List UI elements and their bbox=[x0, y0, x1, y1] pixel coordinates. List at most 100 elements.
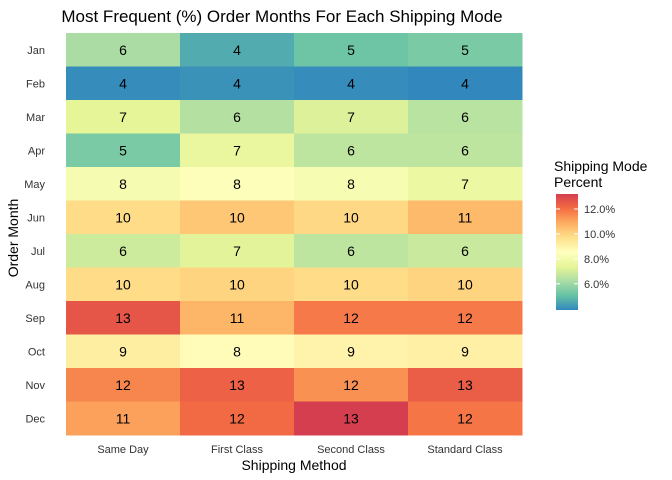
heatmap-cell bbox=[180, 133, 295, 168]
cell-value-label: 7 bbox=[119, 109, 127, 125]
heatmap-cell bbox=[294, 234, 409, 268]
heatmap-cell bbox=[180, 267, 295, 302]
heatmap-cell bbox=[180, 401, 295, 436]
y-tick-label: Jul bbox=[31, 246, 45, 258]
heatmap-cell bbox=[180, 234, 295, 268]
heatmap-cell bbox=[408, 167, 523, 201]
heatmap-cell bbox=[408, 133, 523, 168]
heatmap-cell bbox=[408, 267, 523, 302]
legend-tick-label: 12.0% bbox=[584, 204, 615, 216]
heatmap-cell bbox=[66, 301, 181, 335]
cell-value-label: 9 bbox=[461, 343, 469, 359]
legend-title-line-2: Percent bbox=[554, 174, 602, 190]
cell-value-label: 4 bbox=[233, 42, 241, 58]
heatmap-cell bbox=[180, 66, 295, 101]
x-axis-title: Shipping Method bbox=[241, 457, 346, 473]
heatmap-cell bbox=[294, 368, 409, 402]
heatmap-cell bbox=[408, 33, 523, 67]
heatmap-cell bbox=[408, 200, 523, 235]
cell-value-label: 4 bbox=[119, 75, 127, 91]
cell-value-label: 12 bbox=[343, 377, 359, 393]
heatmap-cell bbox=[294, 401, 409, 436]
y-tick-label: Nov bbox=[25, 380, 45, 392]
chart-title: Most Frequent (%) Order Months For Each … bbox=[61, 7, 502, 26]
cell-value-label: 4 bbox=[233, 75, 241, 91]
y-tick-label: Aug bbox=[25, 279, 45, 291]
heatmap-cell bbox=[180, 200, 295, 235]
y-axis-ticks: Jan Feb Mar Apr May Jun Jul Aug Sep Oct Nov Dec bbox=[24, 45, 45, 426]
cell-value-label: 9 bbox=[347, 343, 355, 359]
heatmap-cell bbox=[408, 401, 523, 436]
cell-value-label: 6 bbox=[347, 142, 355, 158]
heatmap-cell bbox=[180, 167, 295, 201]
heatmap-cell bbox=[294, 66, 409, 101]
heatmap-cell bbox=[408, 368, 523, 402]
cell-value-label: 7 bbox=[233, 142, 241, 158]
cell-value-label: 4 bbox=[347, 75, 355, 91]
cell-value-label: 4 bbox=[461, 75, 469, 91]
heatmap-cell bbox=[180, 368, 295, 402]
heatmap-cell bbox=[294, 200, 409, 235]
legend-title-line-1: Shipping Mode bbox=[554, 158, 648, 174]
y-tick-label: Sep bbox=[25, 313, 45, 325]
heatmap-cell bbox=[294, 334, 409, 369]
heatmap-cell bbox=[180, 301, 295, 335]
y-tick-label: Dec bbox=[25, 413, 45, 425]
cell-value-label: 10 bbox=[115, 209, 131, 225]
cell-value-label: 11 bbox=[458, 209, 473, 225]
legend-tick-label: 6.0% bbox=[584, 279, 609, 291]
x-tick-label: Standard Class bbox=[427, 444, 503, 456]
heatmap-cell bbox=[408, 301, 523, 335]
cell-value-label: 13 bbox=[457, 377, 473, 393]
heatmap-cell bbox=[66, 334, 181, 369]
cell-value-label: 13 bbox=[229, 377, 245, 393]
y-tick-label: Oct bbox=[28, 346, 45, 358]
legend-color-bar bbox=[556, 194, 578, 310]
x-tick-label: Same Day bbox=[97, 444, 149, 456]
cell-value-label: 12 bbox=[229, 410, 245, 426]
y-axis-title: Order Month bbox=[5, 199, 21, 278]
heatmap-cell bbox=[180, 33, 295, 67]
cell-value-label: 9 bbox=[119, 343, 127, 359]
heatmap-cell bbox=[66, 133, 181, 168]
color-legend: Shipping Mode Percent 6.0% 8.0% 10.0% 12.0% bbox=[554, 158, 648, 310]
heatmap-cell bbox=[66, 368, 181, 402]
cell-value-label: 11 bbox=[116, 410, 131, 426]
cell-value-label: 8 bbox=[119, 176, 127, 192]
heatmap-cell bbox=[66, 234, 181, 268]
cell-value-label: 12 bbox=[115, 377, 131, 393]
cell-value-label: 12 bbox=[457, 310, 473, 326]
legend-ticks: 6.0% 8.0% 10.0% 12.0% bbox=[556, 204, 615, 291]
cell-value-label: 5 bbox=[347, 42, 355, 58]
cell-value-label: 7 bbox=[461, 176, 469, 192]
heatmap-cell bbox=[408, 100, 523, 134]
cell-value-label: 6 bbox=[119, 42, 127, 58]
x-tick-label: Second Class bbox=[317, 444, 385, 456]
heatmap-cell bbox=[180, 100, 295, 134]
y-tick-label: Feb bbox=[26, 78, 45, 90]
heatmap-cell-labels: 6 4 5 5 4 4 4 4 7 6 7 6 5 7 6 6 8 8 8 7 10 10 10 11 6 7 6 6 10 10 10 10… bbox=[115, 42, 473, 427]
heatmap-cell bbox=[66, 100, 181, 134]
heatmap-cell bbox=[66, 200, 181, 235]
cell-value-label: 11 bbox=[230, 310, 245, 326]
x-tick-label: First Class bbox=[211, 444, 263, 456]
heatmap-cell bbox=[66, 401, 181, 436]
cell-value-label: 8 bbox=[233, 343, 241, 359]
heatmap-cell bbox=[66, 33, 181, 67]
heatmap-cell bbox=[294, 167, 409, 201]
y-tick-label: Mar bbox=[26, 112, 45, 124]
heatmap-cell bbox=[294, 301, 409, 335]
heatmap-cell bbox=[66, 267, 181, 302]
cell-value-label: 13 bbox=[343, 410, 359, 426]
cell-value-label: 7 bbox=[233, 243, 241, 259]
legend-tick-label: 10.0% bbox=[584, 229, 615, 241]
cell-value-label: 6 bbox=[347, 243, 355, 259]
cell-value-label: 13 bbox=[115, 310, 131, 326]
cell-value-label: 5 bbox=[119, 142, 127, 158]
cell-value-label: 8 bbox=[347, 176, 355, 192]
cell-value-label: 8 bbox=[233, 176, 241, 192]
y-tick-label: Jan bbox=[27, 45, 45, 57]
x-axis-ticks: Same Day First Class Second Class Standard … bbox=[97, 444, 503, 456]
cell-value-label: 12 bbox=[457, 410, 473, 426]
heatmap-cell bbox=[294, 133, 409, 168]
